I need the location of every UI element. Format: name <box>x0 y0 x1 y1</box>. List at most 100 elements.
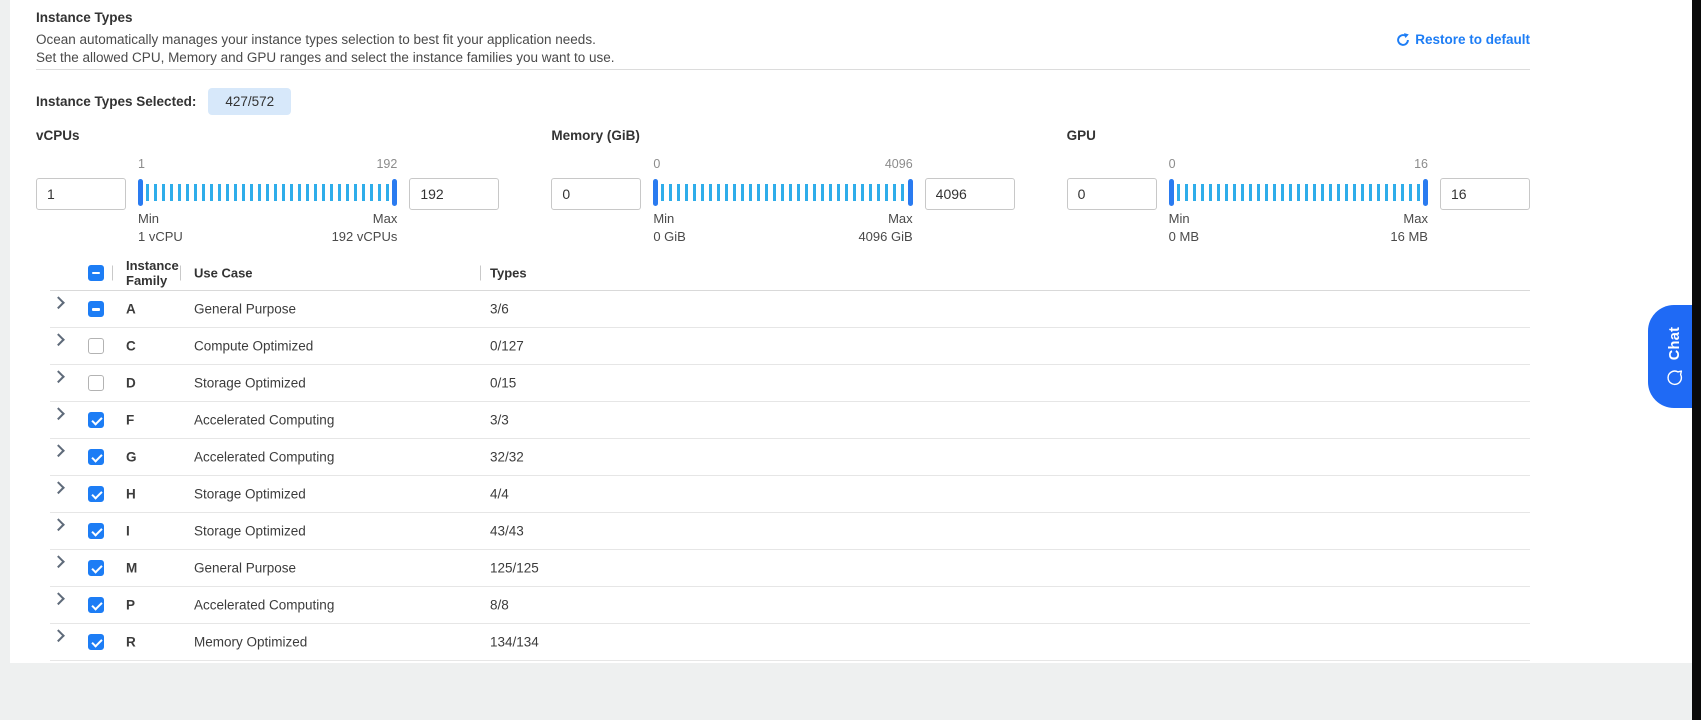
chat-bubble-icon <box>1666 369 1683 386</box>
vcpus-min-input[interactable] <box>36 178 126 210</box>
vcpus-min-tick: 1 <box>138 157 145 171</box>
row-checkbox[interactable] <box>88 449 104 465</box>
use-case-label: Storage Optimized <box>194 486 306 502</box>
vcpus-slider: 1 192 Min 1 vCPU Max 192 vCPUs <box>138 157 398 246</box>
chevron-right-icon[interactable] <box>52 444 65 458</box>
gpu-max-input[interactable] <box>1439 178 1530 210</box>
memory-max-caption: Max <box>888 211 913 226</box>
table-header: Instance Family Use Case Types <box>50 255 1530 291</box>
panel-header: Instance Types Ocean automatically manag… <box>36 0 1530 70</box>
vcpus-max-tick: 192 <box>376 157 398 171</box>
row-checkbox[interactable] <box>88 412 104 428</box>
memory-label: Memory (GiB) <box>551 128 640 143</box>
table-row: C Compute Optimized 0/127 <box>50 328 1530 365</box>
row-checkbox[interactable] <box>88 375 104 391</box>
selected-count-badge: 427/572 <box>208 88 292 115</box>
types-count-label: 32/32 <box>490 449 524 465</box>
column-header-instance-family: Instance Family <box>126 257 179 288</box>
memory-max-unit: 4096 GiB <box>858 229 913 244</box>
memory-max-tick: 4096 <box>884 157 913 171</box>
instance-family-label: A <box>126 301 136 317</box>
instance-family-label: G <box>126 449 137 465</box>
types-count-label: 0/15 <box>490 375 517 391</box>
gpu-max-handle[interactable] <box>1422 179 1428 206</box>
gpu-label: GPU <box>1066 128 1096 143</box>
memory-max-input[interactable] <box>924 178 1015 210</box>
chevron-right-icon[interactable] <box>52 518 65 532</box>
table-row: D Storage Optimized 0/15 <box>50 365 1530 402</box>
row-checkbox[interactable] <box>88 597 104 613</box>
row-checkbox[interactable] <box>88 486 104 502</box>
row-checkbox[interactable] <box>88 634 104 650</box>
restore-label: Restore to default <box>1415 32 1530 47</box>
chevron-right-icon[interactable] <box>52 592 65 606</box>
chat-label: Chat <box>1666 326 1683 361</box>
memory-slider-track <box>661 184 905 201</box>
memory-max-handle[interactable] <box>907 179 913 206</box>
chevron-right-icon[interactable] <box>52 481 65 495</box>
vcpus-max-input[interactable] <box>409 178 500 210</box>
row-checkbox[interactable] <box>88 338 104 354</box>
selected-label: Instance Types Selected: <box>36 94 197 109</box>
chevron-right-icon[interactable] <box>52 407 65 421</box>
page-title: Instance Types <box>36 10 133 25</box>
gpu-min-handle[interactable] <box>1168 179 1174 206</box>
use-case-label: Accelerated Computing <box>194 412 335 428</box>
memory-min-input[interactable] <box>551 178 642 210</box>
vcpus-min-handle[interactable] <box>138 179 143 206</box>
types-count-label: 43/43 <box>490 523 524 539</box>
table-row: M General Purpose 125/125 <box>50 550 1530 587</box>
row-checkbox[interactable] <box>88 301 104 317</box>
instance-types-panel: Instance Types Ocean automatically manag… <box>10 0 1692 663</box>
vcpus-max-handle[interactable] <box>392 179 398 206</box>
select-all-checkbox[interactable] <box>88 264 104 281</box>
chevron-right-icon[interactable] <box>52 555 65 569</box>
vcpus-label: vCPUs <box>36 128 80 143</box>
gpu-slider: 0 16 Min 0 MB Max 16 MB <box>1168 157 1428 246</box>
gpu-min-tick: 0 <box>1168 157 1176 171</box>
row-checkbox[interactable] <box>88 523 104 539</box>
types-count-label: 125/125 <box>490 560 539 576</box>
row-checkbox[interactable] <box>88 560 104 576</box>
table-row: F Accelerated Computing 3/3 <box>50 402 1530 439</box>
gpu-slider-group: GPU 0 16 Min 0 MB Max 16 MB <box>1066 128 1530 246</box>
description-line-2: Set the allowed CPU, Memory and GPU rang… <box>36 50 615 65</box>
restore-to-default-button[interactable]: Restore to default <box>1396 32 1530 47</box>
chevron-right-icon[interactable] <box>52 629 65 643</box>
instance-family-label: F <box>126 412 135 428</box>
instance-family-label: C <box>126 338 136 354</box>
use-case-label: General Purpose <box>194 560 297 576</box>
use-case-label: Storage Optimized <box>194 375 306 391</box>
table-row: R Memory Optimized 134/134 <box>50 624 1530 661</box>
gpu-min-unit: 0 MB <box>1168 229 1199 244</box>
instance-family-label: M <box>126 560 138 576</box>
vcpus-max-unit: 192 vCPUs <box>331 229 398 244</box>
table-body: A General Purpose 3/6 C Compute Optimize… <box>50 291 1530 661</box>
instance-family-label: H <box>126 486 136 502</box>
gpu-min-input[interactable] <box>1066 178 1157 210</box>
use-case-label: General Purpose <box>194 301 297 317</box>
selected-summary: Instance Types Selected: 427/572 <box>36 88 292 115</box>
vcpus-min-caption: Min <box>138 211 159 226</box>
table-row: H Storage Optimized 4/4 <box>50 476 1530 513</box>
table-row: P Accelerated Computing 8/8 <box>50 587 1530 624</box>
use-case-label: Memory Optimized <box>194 634 308 650</box>
memory-min-handle[interactable] <box>653 179 659 206</box>
types-count-label: 0/127 <box>490 338 524 354</box>
memory-min-caption: Min <box>653 211 675 226</box>
instance-family-label: R <box>126 634 136 650</box>
vcpus-max-caption: Max <box>372 211 398 226</box>
column-header-use-case: Use Case <box>194 265 253 280</box>
types-count-label: 4/4 <box>490 486 509 502</box>
use-case-label: Storage Optimized <box>194 523 306 539</box>
chevron-right-icon[interactable] <box>52 333 65 347</box>
table-row: A General Purpose 3/6 <box>50 291 1530 328</box>
gpu-slider-track <box>1176 184 1420 201</box>
use-case-label: Accelerated Computing <box>194 449 335 465</box>
chevron-right-icon[interactable] <box>52 296 65 310</box>
chevron-right-icon[interactable] <box>52 370 65 384</box>
gpu-min-caption: Min <box>1168 211 1190 226</box>
use-case-label: Compute Optimized <box>194 338 314 354</box>
